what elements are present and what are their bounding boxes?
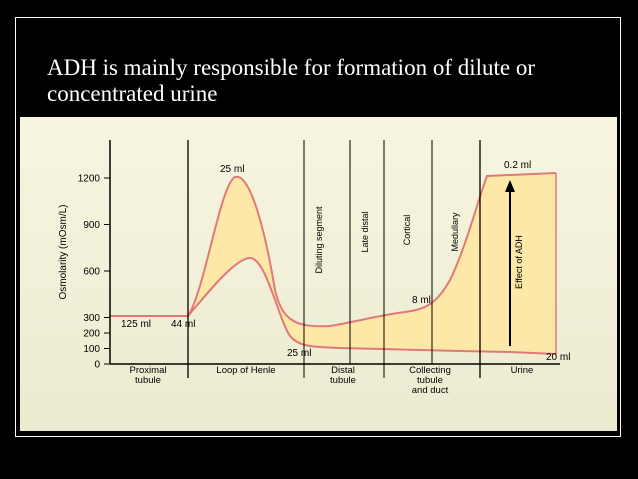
y-tick-label: 0 (94, 360, 100, 371)
y-tick-label: 300 (83, 313, 100, 324)
label-late-distal: Late distal (360, 211, 370, 252)
seg-distal-line2: tubule (330, 375, 356, 386)
annot-25ml-top: 25 ml (220, 164, 244, 175)
annot-25ml-bottom: 25 ml (287, 348, 311, 359)
seg-proximal-line2: tubule (135, 375, 161, 386)
upper-osmolarity-curve (110, 172, 557, 328)
label-medullary: Medullary (450, 212, 460, 252)
annot-20ml: 20 ml (546, 352, 570, 363)
annot-0-2ml: 0.2 ml (504, 160, 531, 171)
label-diluting-segment: Diluting segment (314, 206, 324, 274)
annot-8ml: 8 ml (412, 295, 431, 306)
y-axis-label: Osmolarity (mOsm/L) (58, 205, 69, 300)
slide-title: ADH is mainly responsible for formation … (47, 55, 536, 106)
seg-urine: Urine (511, 365, 534, 376)
y-tick-label: 200 (83, 329, 100, 340)
label-effect-of-adh: Effect of ADH (514, 235, 524, 289)
seg-distal-line1: Distal (331, 365, 355, 376)
seg-proximal-line1: Proximal (130, 365, 167, 376)
seg-loop-of-henle: Loop of Henle (216, 365, 275, 376)
seg-collecting-line2: tubule (417, 375, 443, 386)
y-tick-label: 100 (83, 344, 100, 355)
seg-collecting-line3: and duct (412, 385, 449, 396)
y-tick-label: 600 (83, 267, 100, 278)
seg-collecting-line1: Collecting (409, 365, 451, 376)
y-tick-label: 900 (83, 220, 100, 231)
annot-125ml: 125 ml (121, 319, 151, 330)
osmolarity-band (110, 173, 556, 354)
adh-arrow-head (505, 180, 515, 192)
y-ticks: 0 100 200 300 600 900 1200 (78, 174, 110, 371)
label-cortical: Cortical (402, 215, 412, 246)
annot-44ml: 44 ml (171, 319, 195, 330)
lower-osmolarity-curve (187, 256, 557, 355)
y-tick-label: 1200 (78, 174, 101, 185)
